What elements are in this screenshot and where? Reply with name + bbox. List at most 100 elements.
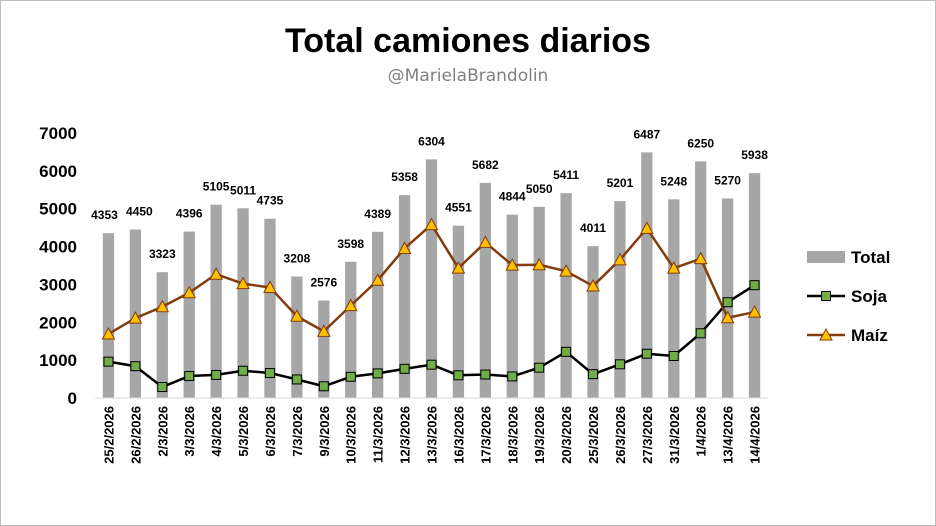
marker-maiz — [505, 258, 520, 271]
data-label-total: 5105 — [203, 180, 230, 194]
marker-soja — [588, 369, 599, 380]
x-axis: 25/2/2026 26/2/2026 2/3/2026 3/3/2026 4/3/20… — [95, 397, 768, 464]
marker-maiz — [209, 267, 223, 280]
bar-total — [425, 159, 438, 398]
marker-soja — [130, 361, 141, 372]
marker-soja — [534, 362, 545, 373]
x-tick-label: 31/3/2026 — [667, 406, 682, 464]
marker-maiz — [101, 326, 116, 340]
bar-total — [506, 214, 518, 398]
marker-soja — [480, 369, 491, 380]
legend-swatch-total — [807, 251, 845, 263]
x-tick-label: 26/2/2026 — [128, 406, 143, 464]
bar-total — [318, 300, 330, 398]
data-label-total: 5270 — [714, 173, 741, 187]
marker-maiz — [640, 221, 654, 234]
legend: Total Soja Maíz — [807, 248, 890, 345]
marker-soja — [211, 369, 222, 380]
x-tick-label: 7/3/2026 — [290, 406, 305, 457]
bar-total — [102, 233, 115, 398]
y-tick-label: 6000 — [39, 162, 77, 181]
bar-total — [695, 161, 707, 398]
marker-maiz — [236, 276, 250, 290]
data-label-total: 4389 — [364, 207, 391, 221]
chart-subtitle: @MarielaBrandolin — [388, 66, 549, 86]
data-label-total: 4844 — [499, 190, 526, 204]
legend-label-soja: Soja — [851, 287, 887, 306]
data-label-total: 6487 — [634, 127, 661, 141]
marker-maiz — [613, 252, 627, 266]
x-tick-label: 16/3/2026 — [451, 406, 466, 464]
marker-soja — [238, 365, 249, 376]
x-tick-label: 13/3/2026 — [425, 406, 440, 464]
bar-total — [183, 231, 195, 398]
bar-total — [264, 218, 276, 398]
marker-maiz — [586, 278, 600, 292]
data-label-total: 3323 — [149, 247, 176, 261]
data-label-total: 4396 — [176, 207, 203, 221]
bar-total — [668, 199, 680, 398]
data-label-total: 6250 — [687, 136, 714, 150]
marker-maiz — [370, 273, 385, 286]
y-tick-label: 7000 — [39, 124, 77, 143]
bar-total — [291, 276, 303, 398]
y-axis: 0 1000 2000 3000 4000 5000 6000 7000 — [39, 124, 77, 408]
marker-maiz — [693, 251, 708, 265]
data-label-total: 3598 — [337, 237, 364, 251]
x-tick-label: 20/3/2026 — [559, 406, 574, 464]
marker-soja — [318, 381, 329, 392]
x-tick-label: 2/3/2026 — [155, 406, 170, 457]
marker-soja — [749, 280, 760, 291]
bar-total — [237, 208, 249, 398]
legend-marker-maiz — [819, 327, 833, 341]
marker-soja — [695, 328, 706, 339]
marker-maiz — [451, 261, 466, 274]
x-tick-label: 25/3/2026 — [586, 406, 601, 464]
bar-total — [372, 231, 384, 398]
marker-soja — [641, 348, 652, 359]
data-label-total: 2576 — [310, 275, 337, 289]
y-tick-label: 3000 — [39, 275, 77, 294]
x-tick-label: 4/3/2026 — [209, 406, 224, 457]
x-tick-label: 18/3/2026 — [505, 406, 520, 464]
marker-soja — [453, 370, 464, 381]
data-label-total: 5011 — [230, 183, 256, 197]
marker-soja — [345, 371, 356, 382]
marker-maiz — [263, 280, 277, 293]
data-label-total: 4735 — [257, 194, 284, 208]
x-tick-label: 14/4/2026 — [748, 406, 763, 464]
marker-maiz — [155, 299, 170, 313]
data-label-total: 6304 — [418, 134, 445, 148]
data-label-total: 5358 — [391, 170, 418, 184]
marker-soja — [722, 297, 733, 308]
bar-total — [533, 206, 545, 398]
x-tick-label: 10/3/2026 — [344, 406, 359, 464]
bar-total — [560, 193, 572, 398]
data-label-total: 5248 — [660, 174, 687, 188]
data-label-total: 4353 — [91, 208, 118, 222]
marker-soja — [399, 363, 410, 374]
marker-maiz — [747, 305, 762, 318]
x-tick-label: 25/2/2026 — [101, 406, 116, 464]
marker-soja — [291, 374, 302, 385]
x-tick-label: 13/4/2026 — [721, 406, 736, 464]
bar-total — [452, 225, 465, 398]
bar-total — [641, 152, 653, 398]
marker-maiz — [290, 309, 304, 322]
data-label-total: 5411 — [553, 168, 579, 182]
marker-maiz — [478, 235, 493, 248]
marker-soja — [507, 371, 518, 382]
marker-soja — [614, 359, 625, 370]
marker-soja — [103, 356, 114, 367]
marker-maiz — [532, 257, 547, 271]
x-tick-label: 26/3/2026 — [613, 406, 628, 464]
bar-total — [156, 272, 168, 398]
legend-marker-soja — [821, 291, 831, 301]
legend-label-total: Total — [851, 248, 890, 267]
x-tick-label: 1/4/2026 — [694, 406, 709, 457]
x-tick-label: 27/3/2026 — [640, 406, 655, 464]
marker-maiz — [316, 324, 331, 337]
marker-soja — [668, 350, 679, 361]
